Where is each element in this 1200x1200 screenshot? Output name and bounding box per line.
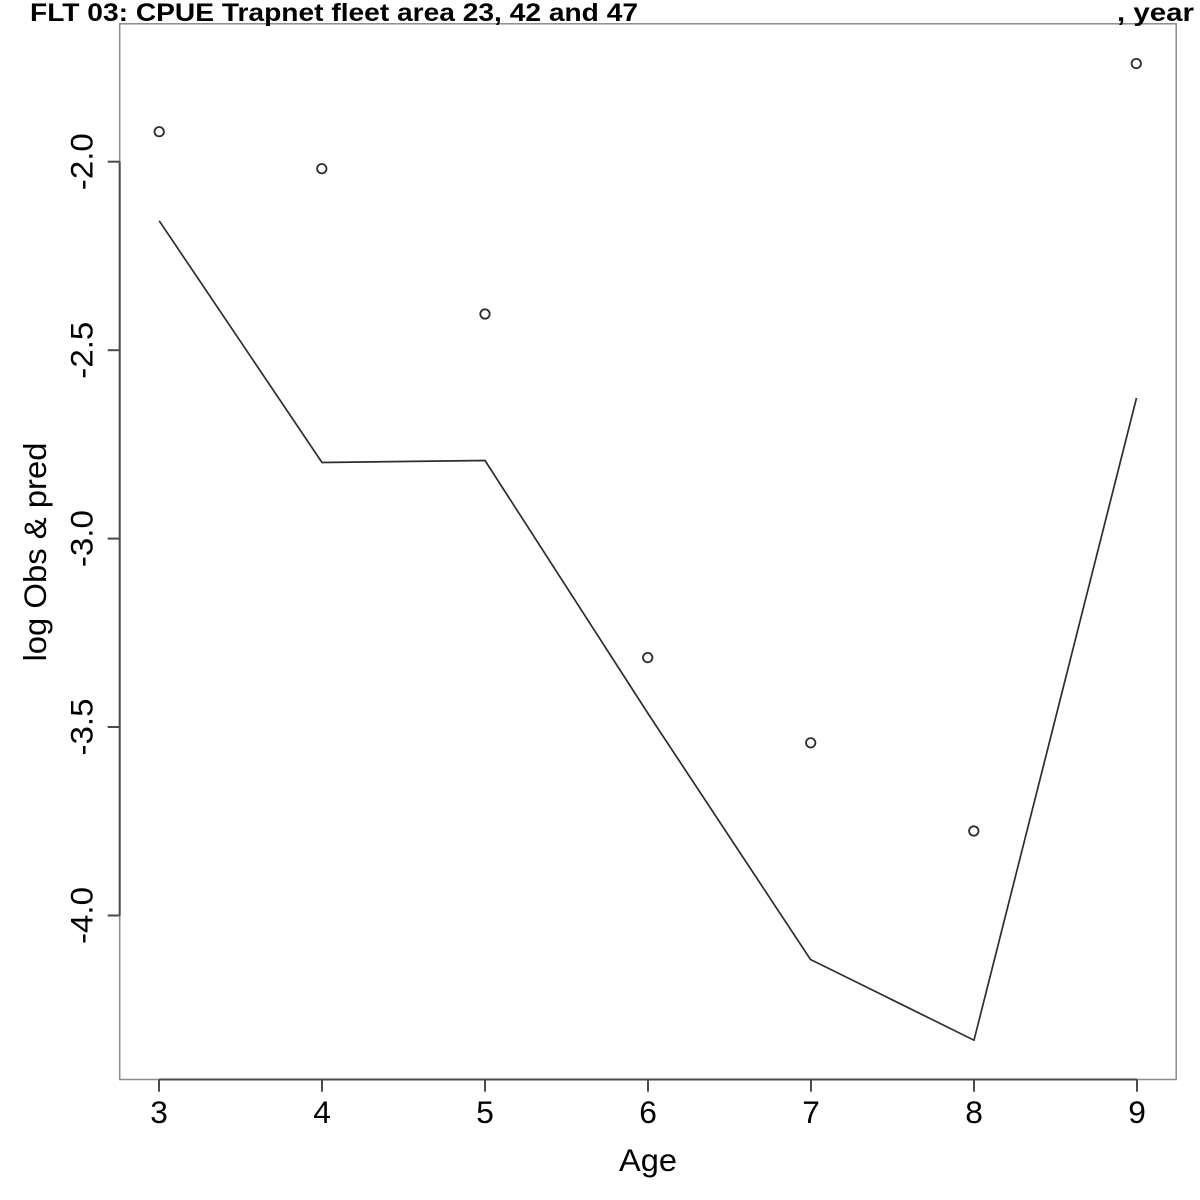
svg-text:6: 6 bbox=[639, 1094, 657, 1130]
svg-text:8: 8 bbox=[965, 1094, 983, 1130]
svg-text:5: 5 bbox=[476, 1094, 494, 1130]
svg-text:4: 4 bbox=[313, 1094, 331, 1130]
svg-text:-2.0: -2.0 bbox=[64, 133, 100, 190]
svg-text:Age: Age bbox=[619, 1142, 677, 1178]
svg-text:-2.5: -2.5 bbox=[64, 322, 100, 379]
svg-text:-4.0: -4.0 bbox=[64, 887, 100, 944]
svg-text:FLT 03: CPUE Trapnet fleet are: FLT 03: CPUE Trapnet fleet area 23, 42 a… bbox=[30, 0, 638, 27]
svg-text:, year: , year bbox=[1117, 0, 1194, 27]
svg-text:log Obs & pred: log Obs & pred bbox=[17, 443, 53, 662]
svg-text:3: 3 bbox=[150, 1094, 168, 1130]
svg-text:-3.0: -3.0 bbox=[64, 510, 100, 567]
svg-text:7: 7 bbox=[802, 1094, 820, 1130]
svg-text:9: 9 bbox=[1128, 1094, 1146, 1130]
svg-text:-3.5: -3.5 bbox=[64, 699, 100, 756]
